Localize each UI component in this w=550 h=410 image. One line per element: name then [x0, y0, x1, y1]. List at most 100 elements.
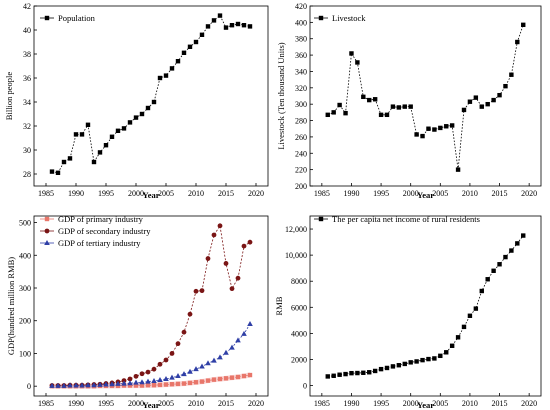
data-point	[127, 120, 133, 125]
series-1	[325, 22, 526, 172]
data-point	[473, 306, 479, 311]
data-point	[390, 104, 396, 109]
plot-frame	[309, 215, 542, 397]
data-point	[145, 378, 151, 384]
y-tick-label: 200	[19, 317, 31, 326]
data-point	[426, 356, 431, 362]
x-tick-label: 2000	[403, 189, 419, 198]
x-tick-label: 1990	[68, 399, 84, 408]
x-tick-label: 1990	[343, 399, 359, 408]
data-point	[235, 374, 241, 380]
y-tick-label: 2000	[291, 355, 307, 364]
data-point	[408, 360, 413, 365]
data-point	[467, 313, 473, 318]
x-tick-label: 2015	[218, 189, 234, 198]
data-point	[145, 383, 151, 388]
data-point	[61, 159, 67, 165]
data-point	[169, 374, 175, 380]
data-point	[378, 112, 384, 118]
data-point	[521, 22, 526, 28]
legend-entry: GDP of primary industry	[40, 214, 144, 224]
y-tick-label: 0	[27, 382, 31, 391]
x-tick-label: 1985	[38, 399, 54, 408]
data-point	[372, 368, 378, 374]
x-tick-label: 2020	[248, 399, 264, 408]
data-point	[103, 381, 109, 387]
x-tick-label: 1995	[98, 399, 114, 408]
y-axis-label: RMB	[274, 296, 284, 315]
x-tick-label: 2020	[248, 189, 264, 198]
y-tick-label: 240	[295, 149, 307, 158]
data-point	[247, 321, 253, 326]
data-point	[491, 97, 496, 103]
data-point	[163, 382, 169, 387]
data-point	[223, 261, 229, 266]
x-tick-label: 1995	[373, 189, 389, 198]
data-point	[497, 92, 502, 98]
data-point	[343, 110, 348, 116]
data-point	[121, 126, 127, 131]
series-1	[325, 233, 526, 379]
data-point	[337, 372, 342, 377]
data-point	[461, 107, 467, 113]
legend-entry: The per capita net income of rural resid…	[314, 214, 480, 224]
legend-entry: Population	[40, 13, 96, 23]
y-tick-label: 300	[295, 100, 307, 109]
data-point	[133, 379, 139, 385]
x-axis-label: Year	[417, 400, 434, 410]
data-point	[79, 382, 85, 388]
data-point	[331, 110, 336, 115]
data-point	[151, 377, 157, 383]
data-point	[396, 363, 402, 368]
data-point	[181, 371, 187, 377]
data-point	[139, 111, 145, 117]
y-tick-label: 12,000	[285, 225, 307, 234]
series-line	[52, 224, 251, 386]
data-point	[491, 268, 496, 273]
data-point	[331, 373, 336, 378]
plot-frame	[309, 5, 542, 187]
data-point	[432, 127, 437, 132]
data-point	[211, 377, 217, 382]
data-point	[97, 381, 103, 387]
data-point	[515, 39, 520, 45]
data-point	[127, 376, 133, 382]
series-1	[49, 13, 253, 175]
data-point	[432, 356, 437, 361]
x-tick-label: 2020	[521, 189, 537, 198]
data-point	[61, 382, 67, 388]
data-point	[205, 256, 211, 261]
data-point	[217, 223, 223, 229]
x-tick-label: 1995	[373, 399, 389, 408]
data-point	[85, 122, 91, 127]
legend-label: GDP of primary industry	[58, 214, 144, 224]
legend-entry: Livestock	[314, 13, 366, 23]
x-tick-label: 1985	[38, 189, 54, 198]
x-tick-label: 1990	[343, 189, 359, 198]
x-tick-label: 2015	[492, 189, 508, 198]
data-point	[361, 370, 366, 375]
data-point	[378, 366, 384, 372]
data-point	[497, 262, 502, 267]
data-point	[343, 371, 348, 377]
data-point	[163, 375, 169, 381]
data-point	[55, 382, 61, 388]
data-point	[479, 288, 484, 294]
data-point	[67, 382, 73, 388]
series-line	[52, 323, 251, 387]
data-point	[223, 376, 229, 381]
data-point	[325, 112, 330, 118]
data-point	[349, 51, 354, 56]
data-point	[169, 351, 175, 356]
plot-frame	[33, 215, 269, 397]
data-point	[247, 239, 253, 245]
data-point	[515, 241, 520, 246]
y-tick-label: 28	[23, 170, 31, 179]
data-point	[205, 378, 211, 383]
data-point	[408, 104, 413, 109]
data-point	[229, 344, 235, 350]
legend-entry: GDP of tertiary industry	[40, 238, 141, 248]
y-tick-label: 220	[295, 166, 307, 175]
data-point	[229, 286, 235, 292]
data-point	[115, 128, 121, 133]
